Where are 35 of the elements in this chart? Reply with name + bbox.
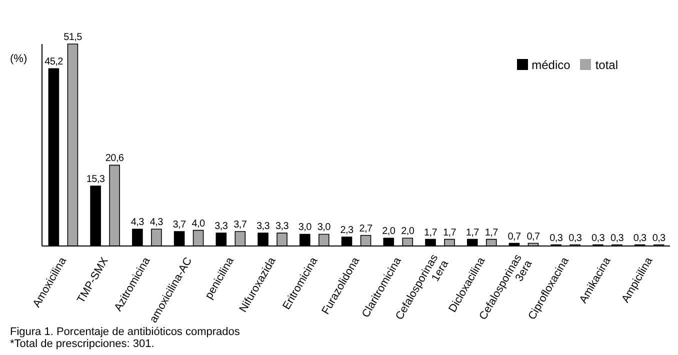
legend-label: médico xyxy=(532,58,570,72)
data-label: 2,7 xyxy=(359,223,373,234)
data-label: 3,3 xyxy=(256,221,270,232)
text: *Total de prescripciones: 301. xyxy=(10,338,156,350)
data-label: 1,7 xyxy=(424,227,438,238)
data-label: 2,0 xyxy=(401,226,415,238)
data-label: 4,0 xyxy=(192,218,206,230)
data-label: 3,3 xyxy=(276,221,290,232)
data-label: 0,3 xyxy=(633,232,648,244)
data-label: 0,3 xyxy=(568,232,582,244)
text: Figura 1. Porcentaje de antibióticos comprados xyxy=(10,326,241,338)
data-label: 0,7 xyxy=(526,231,540,242)
data-label: 45,2 xyxy=(44,56,64,68)
legend-label: total xyxy=(595,58,618,72)
data-label: 2,0 xyxy=(382,226,396,238)
y-axis-title: (%) xyxy=(10,52,28,65)
data-label: 1,7 xyxy=(466,227,480,238)
data-label: 0,3 xyxy=(652,232,666,244)
data-label: 3,0 xyxy=(298,222,312,234)
data-label: 0,7 xyxy=(508,231,522,242)
data-label: 0,3 xyxy=(550,232,564,244)
data-label: 0,3 xyxy=(610,232,624,244)
data-label: 15,3 xyxy=(86,174,106,185)
data-label: 3,7 xyxy=(172,219,187,230)
data-label: 0,3 xyxy=(591,232,606,244)
data-label: 51,5 xyxy=(64,32,83,43)
data-label: 20,6 xyxy=(105,153,124,164)
data-label: 1,7 xyxy=(442,227,457,238)
data-label: 3,3 xyxy=(214,221,228,232)
data-label: 2,3 xyxy=(340,224,354,236)
data-label: 4,3 xyxy=(130,217,145,228)
data-label: 1,7 xyxy=(484,227,499,238)
data-label: 4,3 xyxy=(150,217,164,228)
data-label: 3,7 xyxy=(234,219,248,230)
data-label: 3,0 xyxy=(317,222,332,234)
